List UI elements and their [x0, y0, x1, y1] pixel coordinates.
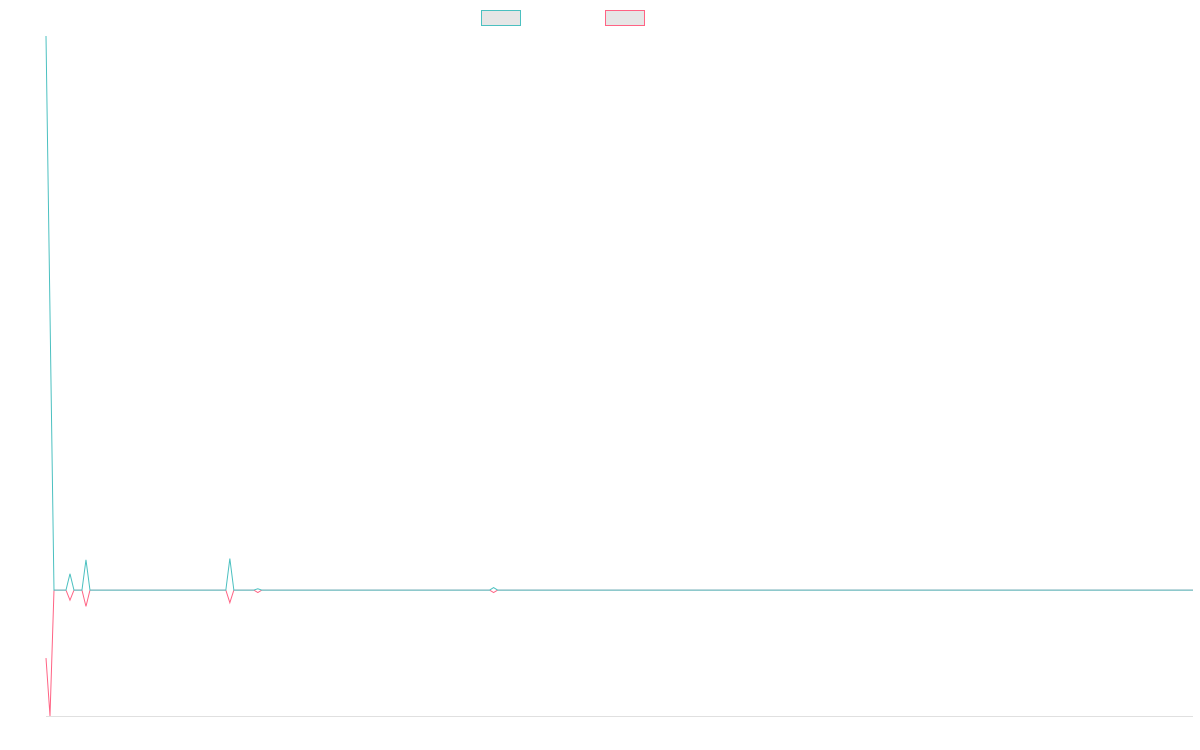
line-series [45, 589, 1193, 717]
legend-swatch[interactable] [605, 10, 645, 26]
line-series [45, 35, 1193, 591]
legend-swatch[interactable] [481, 10, 521, 26]
